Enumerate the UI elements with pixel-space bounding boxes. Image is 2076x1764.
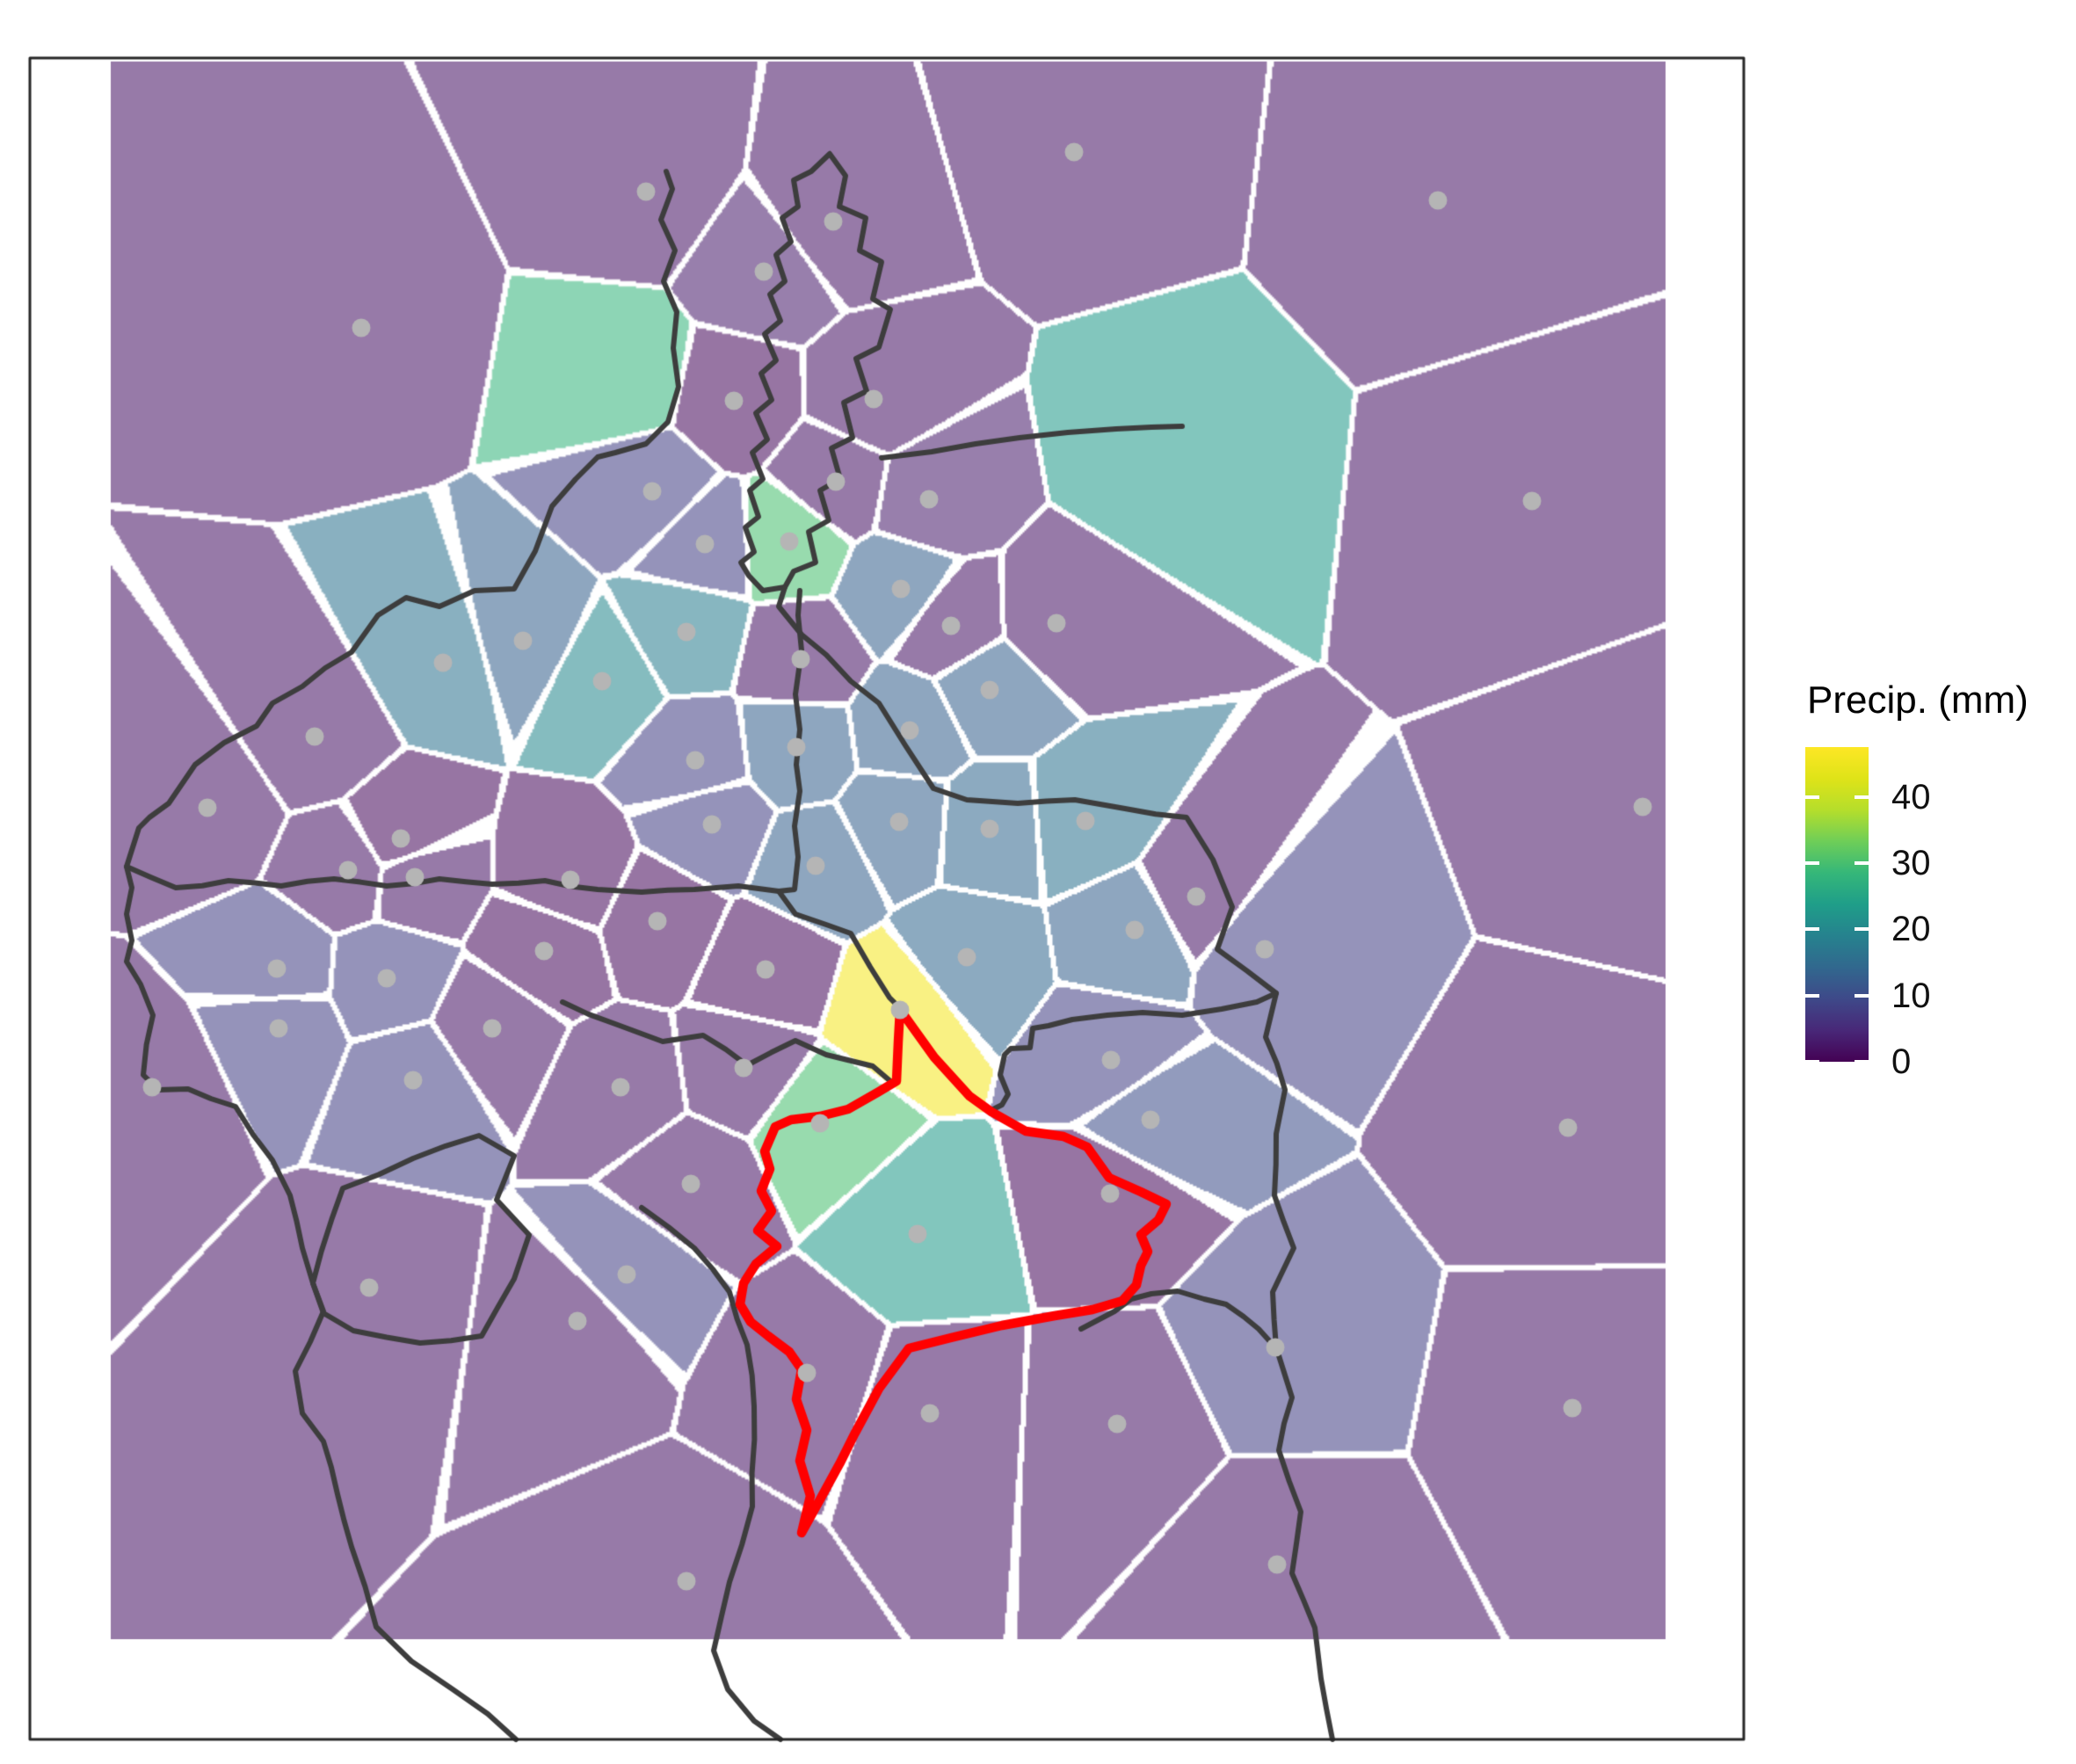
legend-tick-label: 10	[1891, 976, 1931, 1015]
legend-tick-label: 40	[1891, 777, 1931, 817]
legend-tick-mark	[1855, 795, 1869, 799]
legend-tick-label: 30	[1891, 843, 1931, 882]
legend-tick-label: 0	[1891, 1042, 1912, 1081]
legend-tick-mark	[1805, 993, 1819, 998]
legend-tick-mark	[1855, 860, 1869, 865]
legend-tick-mark	[1855, 1060, 1869, 1063]
legend-tick-mark	[1805, 1060, 1819, 1063]
legend-tick-mark	[1855, 927, 1869, 932]
legend-tick-mark	[1805, 795, 1819, 799]
legend-colorbar	[1805, 747, 1869, 1062]
legend-title: Precip. (mm)	[1807, 679, 2029, 722]
legend-tick-mark	[1805, 860, 1819, 865]
legend-tick-mark	[1855, 993, 1869, 998]
legend-tick-mark	[1805, 927, 1819, 932]
legend-tick-label: 20	[1891, 910, 1931, 949]
